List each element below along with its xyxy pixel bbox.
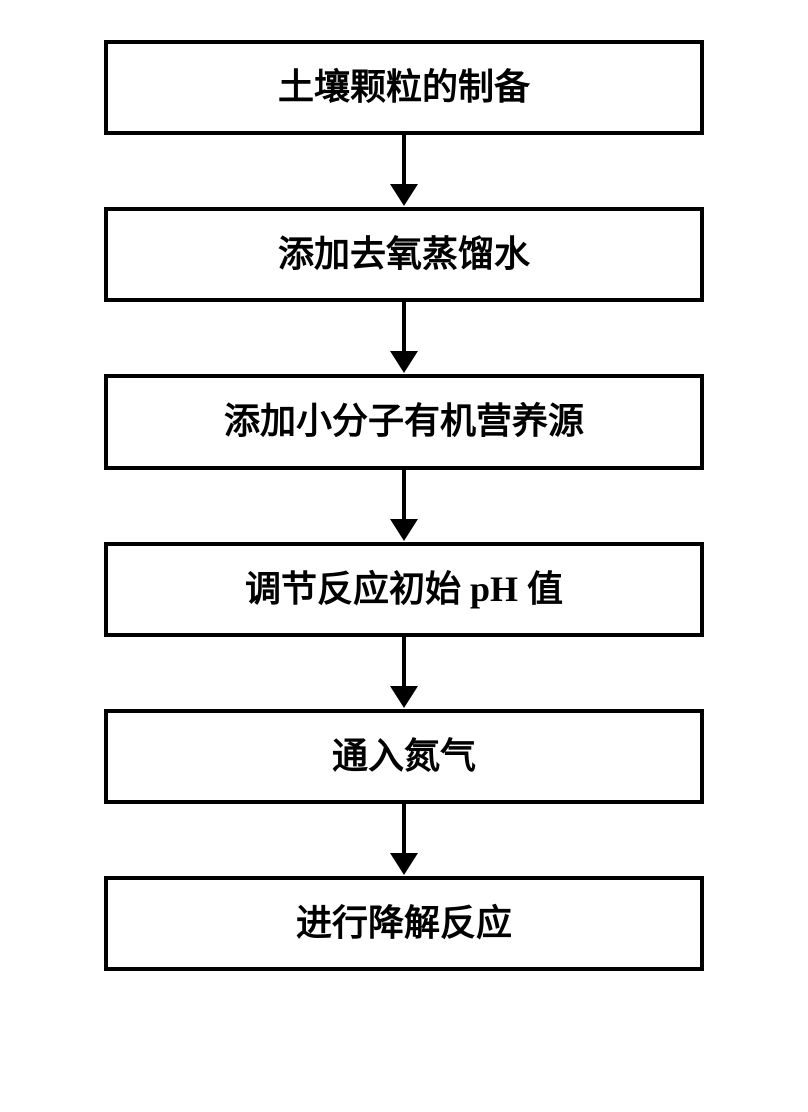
flow-step: 通入氮气 bbox=[104, 709, 704, 804]
arrow-line bbox=[402, 302, 406, 352]
flow-arrow bbox=[390, 804, 418, 876]
flow-arrow bbox=[390, 135, 418, 207]
arrow-line bbox=[402, 470, 406, 520]
flow-arrow bbox=[390, 302, 418, 374]
flow-step-label: 调节反应初始 pH 值 bbox=[245, 569, 563, 609]
arrow-head-icon bbox=[390, 519, 418, 541]
flow-arrow bbox=[390, 637, 418, 709]
arrow-head-icon bbox=[390, 853, 418, 875]
flow-step-label: 通入氮气 bbox=[332, 736, 476, 776]
flow-arrow bbox=[390, 470, 418, 542]
flow-step-label: 添加去氧蒸馏水 bbox=[278, 234, 530, 274]
flow-step: 调节反应初始 pH 值 bbox=[104, 542, 704, 637]
flowchart-container: 土壤颗粒的制备 添加去氧蒸馏水 添加小分子有机营养源 调节反应初始 pH 值 通… bbox=[104, 40, 704, 971]
arrow-line bbox=[402, 637, 406, 687]
flow-step: 土壤颗粒的制备 bbox=[104, 40, 704, 135]
flow-step: 添加去氧蒸馏水 bbox=[104, 207, 704, 302]
flow-step: 进行降解反应 bbox=[104, 876, 704, 971]
arrow-line bbox=[402, 804, 406, 854]
flow-step-label: 土壤颗粒的制备 bbox=[278, 67, 530, 107]
arrow-head-icon bbox=[390, 686, 418, 708]
flow-step-label: 进行降解反应 bbox=[296, 903, 512, 943]
arrow-head-icon bbox=[390, 351, 418, 373]
flow-step-label: 添加小分子有机营养源 bbox=[224, 401, 584, 441]
arrow-head-icon bbox=[390, 184, 418, 206]
arrow-line bbox=[402, 135, 406, 185]
flow-step: 添加小分子有机营养源 bbox=[104, 374, 704, 469]
